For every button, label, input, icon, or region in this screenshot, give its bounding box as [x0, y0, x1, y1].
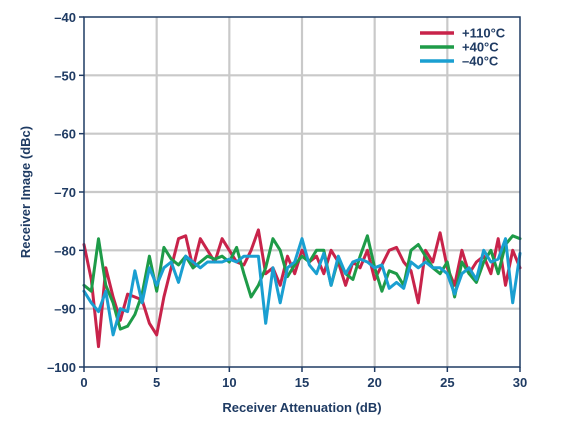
x-tick-label: 5: [153, 375, 160, 390]
x-tick-label: 0: [80, 375, 87, 390]
legend-label-2: –40°C: [462, 54, 499, 69]
x-tick-label: 25: [440, 375, 454, 390]
x-tick-label: 20: [367, 375, 381, 390]
x-tick-label: 30: [513, 375, 527, 390]
y-tick-label: –40: [54, 10, 76, 25]
y-tick-label: –70: [54, 185, 76, 200]
series-lines: [82, 228, 522, 349]
axis-ticks: 0 5 10 15 20 25 30 –100 –90 –80 –70 –60 –50 –40: [47, 10, 527, 390]
legend-label-0: +110°C: [462, 26, 506, 41]
x-tick-label: 10: [222, 375, 236, 390]
legend: +110°C+40°C–40°C: [420, 26, 506, 69]
y-tick-label: –90: [54, 302, 76, 317]
legend-label-1: +40°C: [462, 40, 499, 55]
y-tick-label: –100: [47, 360, 76, 375]
y-tick-label: –50: [54, 68, 76, 83]
grid: [84, 17, 520, 367]
y-tick-label: –60: [54, 127, 76, 142]
series-line-2: [82, 237, 522, 337]
y-axis-title: Receiver Image (dBc): [18, 126, 33, 258]
x-axis-title: Receiver Attenuation (dB): [222, 400, 381, 415]
x-tick-label: 15: [295, 375, 309, 390]
y-tick-label: –80: [54, 243, 76, 258]
series-line-1: [82, 234, 522, 331]
